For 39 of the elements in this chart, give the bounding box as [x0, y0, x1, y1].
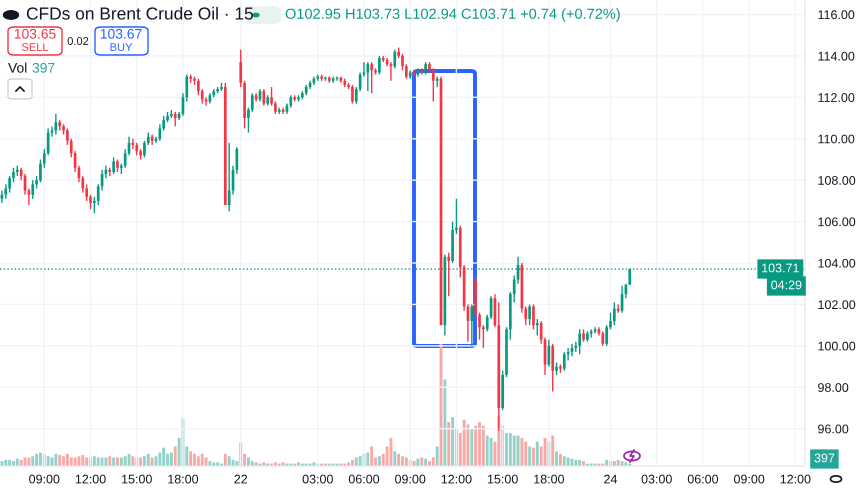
annotation: 04:29	[771, 280, 802, 290]
y-tick-label: 100.00	[818, 342, 856, 351]
x-tick-label: 09:00	[734, 474, 764, 484]
annotation: BUY	[110, 43, 132, 51]
x-tick-label: 12:00	[780, 474, 811, 484]
y-tick-label: 108.00	[818, 176, 856, 185]
y-tick-label: 114.00	[818, 52, 854, 61]
x-tick-label: 12:00	[442, 474, 472, 484]
x-tick-label: 24	[604, 474, 618, 484]
x-tick-label: 22	[234, 474, 248, 484]
x-tick-label: 18:00	[534, 474, 564, 484]
x-tick-label: 06:00	[348, 474, 380, 484]
y-tick-label: 102.00	[818, 300, 856, 310]
annotation: 0.02	[68, 37, 88, 45]
annotation: 103.67	[100, 28, 142, 39]
x-tick-label: 18:00	[168, 474, 198, 484]
y-tick-label: 98.00	[818, 383, 848, 392]
text: 397	[814, 454, 834, 462]
ref-line-label: 103.71	[762, 264, 799, 272]
y-tick-label: 110.00	[818, 134, 854, 144]
x-tick-label: 15:00	[122, 474, 152, 484]
annotation: 397	[32, 62, 54, 73]
y-tick-label: 112.00	[818, 93, 854, 102]
annotation: SELL	[22, 43, 48, 51]
x-tick-label: 12:00	[76, 474, 106, 484]
y-tick-label: 96.00	[818, 424, 848, 434]
x-tick-label: 15:00	[488, 474, 518, 484]
x-tick-label: 03:00	[642, 474, 672, 484]
text: O102.95 H103.73 L102.94 C103.71 +0.74 (+0.72%)	[286, 8, 620, 22]
annotation: Vol	[8, 62, 26, 73]
x-tick-label: 03:00	[302, 474, 333, 484]
y-tick-label: 116.00	[818, 10, 854, 20]
x-tick-label: 09:00	[29, 474, 60, 484]
chart-title: CFDs on Brent Crude Oil · 15	[26, 6, 253, 20]
y-tick-label: 104.00	[818, 258, 856, 268]
x-tick-label: 06:00	[688, 474, 718, 484]
x-tick-label: 09:00	[395, 474, 426, 484]
y-tick-label: 106.00	[818, 217, 856, 226]
annotation: 103.65	[14, 28, 56, 39]
